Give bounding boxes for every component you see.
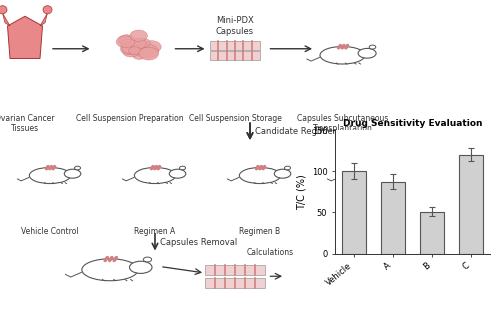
- Ellipse shape: [82, 259, 138, 281]
- Ellipse shape: [240, 167, 281, 184]
- Ellipse shape: [144, 257, 152, 262]
- Ellipse shape: [180, 166, 186, 170]
- Circle shape: [138, 47, 154, 57]
- Ellipse shape: [134, 167, 175, 184]
- Ellipse shape: [374, 169, 391, 178]
- Title: Drug Sensitivity Evaluation: Drug Sensitivity Evaluation: [343, 119, 482, 128]
- Bar: [342, 171, 365, 254]
- Y-axis label: T/C (%): T/C (%): [296, 174, 306, 210]
- Ellipse shape: [320, 46, 365, 64]
- Circle shape: [130, 30, 148, 41]
- Circle shape: [122, 46, 140, 57]
- Ellipse shape: [74, 166, 80, 170]
- Bar: [210, 51, 260, 60]
- Circle shape: [122, 42, 140, 54]
- Circle shape: [132, 51, 145, 59]
- Circle shape: [128, 47, 141, 55]
- Circle shape: [142, 41, 161, 53]
- Polygon shape: [2, 13, 10, 26]
- Ellipse shape: [369, 45, 376, 49]
- Polygon shape: [40, 13, 48, 26]
- Bar: [381, 182, 404, 254]
- Text: Regimen C: Regimen C: [340, 227, 380, 237]
- Ellipse shape: [170, 169, 186, 178]
- Circle shape: [137, 44, 158, 58]
- Circle shape: [116, 36, 135, 48]
- Circle shape: [118, 35, 134, 46]
- Text: Mini-PDX
Capsules: Mini-PDX Capsules: [216, 16, 254, 36]
- Ellipse shape: [30, 167, 70, 184]
- Polygon shape: [8, 16, 42, 58]
- Text: Capsules Subcutaneous
Transplantation: Capsules Subcutaneous Transplantation: [297, 114, 388, 133]
- Text: Capsules Removal: Capsules Removal: [160, 238, 238, 247]
- Ellipse shape: [358, 48, 376, 58]
- Text: Vehicle Control: Vehicle Control: [21, 227, 79, 237]
- Circle shape: [135, 38, 150, 48]
- Text: Regimen A: Regimen A: [134, 227, 175, 237]
- Circle shape: [123, 41, 141, 53]
- Bar: [205, 265, 265, 275]
- Ellipse shape: [64, 169, 81, 178]
- Ellipse shape: [384, 166, 390, 170]
- Text: Ovarian Cancer
Tissues: Ovarian Cancer Tissues: [0, 114, 55, 133]
- Ellipse shape: [43, 6, 52, 14]
- Text: Cell Suspension Preparation: Cell Suspension Preparation: [76, 114, 184, 123]
- Ellipse shape: [274, 169, 291, 178]
- Circle shape: [139, 47, 158, 60]
- Text: Cell Suspension Storage: Cell Suspension Storage: [188, 114, 282, 123]
- Circle shape: [119, 37, 133, 46]
- Text: Regimen B: Regimen B: [240, 227, 281, 237]
- Circle shape: [130, 38, 146, 49]
- Bar: [460, 155, 483, 254]
- Ellipse shape: [0, 6, 7, 14]
- Circle shape: [121, 40, 141, 53]
- Circle shape: [120, 44, 138, 55]
- Text: Calculations: Calculations: [246, 248, 294, 257]
- Bar: [210, 41, 260, 50]
- Bar: [420, 212, 444, 254]
- Circle shape: [121, 39, 134, 48]
- Bar: [205, 278, 265, 288]
- Ellipse shape: [340, 167, 380, 184]
- Ellipse shape: [130, 261, 152, 273]
- Ellipse shape: [284, 166, 290, 170]
- Text: Candidate Regimen: Candidate Regimen: [255, 127, 338, 136]
